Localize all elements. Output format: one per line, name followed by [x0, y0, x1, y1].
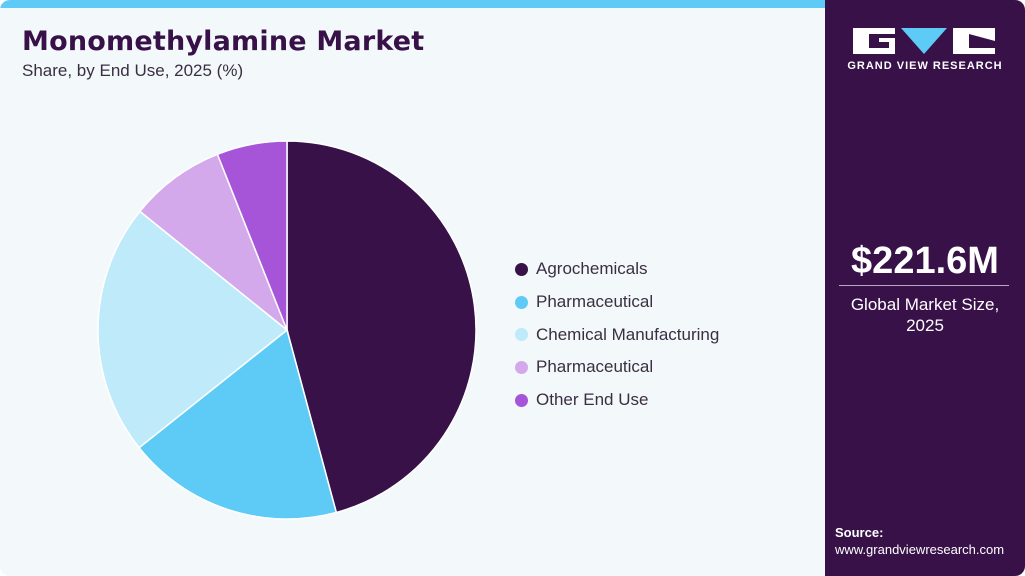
pie-slice [286, 140, 477, 514]
legend-swatch-icon [515, 295, 528, 309]
summary-panel: GRAND VIEW RESEARCH $221.6M Global Marke… [825, 0, 1025, 576]
pie-slice [97, 210, 289, 449]
market-size-label-line1: Global Market Size, [850, 295, 1000, 314]
source-link[interactable]: www.grandviewresearch.com [835, 542, 1005, 557]
source-label: Source: [835, 525, 884, 540]
legend-swatch-icon [515, 393, 528, 407]
pie-slice [216, 140, 288, 331]
pie-slice [138, 153, 289, 333]
legend-item: Pharmaceutical [515, 351, 719, 384]
brand-name: GRAND VIEW RESEARCH [847, 60, 1003, 72]
legend-label: Chemical Manufacturing [536, 324, 720, 344]
market-size-label: Global Market Size, 2025 [825, 294, 1025, 336]
market-size-label-line2: 2025 [906, 316, 944, 335]
legend-label: Pharmaceutical [536, 292, 654, 312]
divider [839, 285, 1009, 286]
market-size-value: $221.6M [851, 240, 999, 282]
pie-chart [97, 140, 477, 520]
legend-label: Agrochemicals [536, 259, 648, 279]
chart-title: Monomethylamine Market [22, 26, 425, 57]
legend-swatch-icon [515, 360, 528, 374]
gvr-logo-icon [853, 28, 995, 54]
chart-subtitle: Share, by End Use, 2025 (%) [22, 61, 244, 80]
legend-item: Agrochemicals [515, 253, 719, 286]
legend-item: Other End Use [515, 384, 719, 417]
legend-swatch-icon [515, 262, 528, 276]
legend-label: Pharmaceutical [536, 357, 654, 377]
legend-swatch-icon [515, 328, 528, 342]
legend-item: Chemical Manufacturing [515, 318, 719, 351]
accent-bar [0, 0, 825, 8]
legend-label: Other End Use [536, 390, 649, 410]
legend-item: Pharmaceutical [515, 286, 719, 319]
pie-slice [138, 328, 338, 520]
chart-legend: Agrochemicals Pharmaceutical Chemical Manu… [515, 253, 719, 416]
